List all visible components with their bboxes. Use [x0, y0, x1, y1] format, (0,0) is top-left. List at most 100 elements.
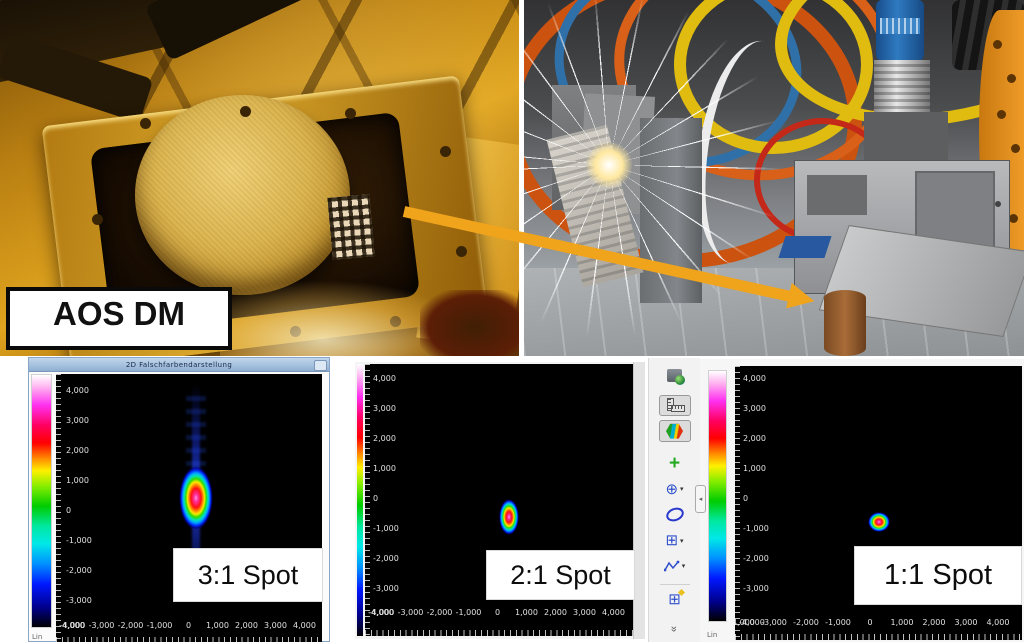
y-axis-min-label: -4,000: [739, 618, 765, 627]
beam-profile-canvas-3to1[interactable]: 4,000 3,000 2,000 1,000 0 -1,000 -2,000 -3,000 …: [56, 374, 322, 642]
toolbar-button-profile[interactable]: ▾: [659, 555, 691, 577]
toolbar-separator: [659, 584, 690, 585]
x-tick-label: 4,000: [293, 621, 316, 630]
toolbar-button-measure[interactable]: [658, 394, 691, 417]
toolbar-button-more[interactable]: «: [659, 618, 691, 640]
blue-wedge: [778, 236, 832, 258]
x-tick-label: 1,000: [890, 618, 914, 627]
toolbar-button-grid[interactable]: ⊞ ▾: [659, 530, 691, 552]
x-tick-label: -3,000: [397, 608, 424, 617]
spot-ratio-label: 1:1 Spot: [855, 547, 1021, 604]
chrome-cylinder: [874, 60, 930, 116]
y-tick-label: 0: [743, 494, 749, 503]
window-close-button[interactable]: [314, 360, 327, 371]
colorbar: [709, 371, 726, 621]
x-tick-label: -2,000: [117, 621, 144, 630]
x-tick-label: 1,000: [515, 608, 538, 617]
dropdown-arrow-icon: ▾: [681, 563, 686, 571]
x-tick-label: 0: [494, 608, 501, 617]
y-axis-min-label: -4,000: [368, 608, 394, 617]
toolbar-button-ellipse[interactable]: [659, 504, 691, 526]
x-tick-label: 1,000: [206, 621, 229, 630]
y-tick-label: 1,000: [373, 464, 396, 473]
window-title: 2D Falschfarbendarstellung: [125, 360, 233, 369]
toolbar-button-results-grid[interactable]: ⊞: [659, 589, 691, 611]
x-tick-label: -2,000: [793, 618, 819, 627]
x-axis-ticks: [365, 630, 633, 636]
toolbar-button-add[interactable]: +: [659, 453, 691, 475]
x-tick-label: 2,000: [235, 621, 258, 630]
photo-deformable-mirror: [0, 0, 519, 356]
spot-window-1to1: Lin 4,000 3,000 2,000 1,000 0 -1,000 -2,000 -3,…: [700, 359, 1024, 642]
laser-flash: [584, 142, 634, 188]
colorbar-scale-label: Lin: [707, 631, 718, 639]
y-tick-label: -2,000: [743, 554, 769, 563]
x-tick-label: -4,000: [368, 608, 395, 617]
panel-collapse-handle[interactable]: ◂: [695, 485, 706, 513]
beam-spot-2to1: [499, 499, 519, 535]
collapse-left-icon: ◂: [698, 496, 703, 503]
y-tick-label: 4,000: [66, 386, 89, 395]
x-tick-label: 3,000: [264, 621, 287, 630]
y-tick-label: 0: [66, 506, 72, 515]
dm-caption-text: AOS DM: [53, 294, 185, 332]
y-tick-label: 3,000: [66, 416, 89, 425]
assembly-slot: [807, 175, 867, 215]
x-tick-label: 0: [867, 618, 873, 627]
spot-ratio-text: 2:1 Spot: [510, 559, 611, 590]
y-tick-label: 2,000: [743, 434, 766, 443]
more-tools-chevrons-icon: «: [668, 626, 681, 633]
y-axis-min-label: -4,000: [59, 621, 85, 630]
y-tick-label: -1,000: [373, 524, 399, 533]
spot-ratio-label: 2:1 Spot: [487, 551, 634, 599]
x-tick-label: 4,000: [602, 608, 625, 617]
y-tick-label: -3,000: [373, 584, 399, 593]
x-tick-label: -2,000: [426, 608, 453, 617]
ribbon-connector: [327, 194, 375, 260]
toolbar-button-crosshair[interactable]: ⊕ ▾: [659, 479, 691, 501]
x-tick-label: 2,000: [922, 618, 946, 627]
x-tick-label: 3,000: [573, 608, 596, 617]
crosshair-tool-icon: ⊕: [665, 480, 679, 498]
y-axis-labels: 4,000 3,000 2,000 1,000 0 -1,000 -2,000 -3,000: [373, 364, 399, 604]
toolbar-button-false-color[interactable]: [658, 420, 691, 442]
colorbar: [32, 375, 51, 627]
panel-edge: [633, 362, 645, 639]
x-tick-label: 0: [185, 621, 192, 630]
shadow-area: [420, 290, 519, 356]
toolbar-button-export[interactable]: [659, 365, 691, 387]
y-tick-label: 1,000: [66, 476, 89, 485]
spot-ratio-text: 3:1 Spot: [197, 559, 299, 590]
spot-window-2to1: 4,000 3,000 2,000 1,000 0 -1,000 -2,000 -3,000 …: [355, 362, 645, 639]
x-tick-label: 3,000: [954, 618, 978, 627]
steel-block: [864, 112, 948, 164]
x-tick-label: -1,000: [146, 621, 173, 630]
y-axis-ticks: [365, 364, 370, 636]
measure-ruler-icon: [666, 398, 685, 413]
beam-spot-3to1: [179, 466, 213, 530]
x-tick-label: -3,000: [761, 618, 787, 627]
y-tick-label: 2,000: [66, 446, 89, 455]
add-plus-icon: +: [668, 452, 681, 474]
spot-window-3to1: 2D Falschfarbendarstellung Lin 4,000 3,00…: [28, 357, 330, 642]
spot-ratio-text: 1:1 Spot: [883, 559, 993, 591]
deformable-mirror: [135, 95, 350, 295]
y-tick-label: -3,000: [743, 584, 769, 593]
x-axis-labels: -4,000-3,000-2,000-1,00001,0002,0003,000…: [735, 618, 1014, 627]
grid-tool-icon: ⊞: [665, 532, 679, 550]
y-tick-label: -3,000: [66, 596, 92, 605]
beam-spot-1to1: [868, 512, 890, 532]
window-titlebar[interactable]: 2D Falschfarbendarstellung: [29, 358, 329, 372]
results-grid-icon: ⊞: [668, 591, 681, 609]
y-tick-label: -2,000: [373, 554, 399, 563]
dropdown-arrow-icon: ▾: [680, 486, 684, 494]
y-tick-label: 3,000: [743, 404, 766, 413]
copper-cylinder: [824, 290, 866, 356]
y-axis-labels: 4,000 3,000 2,000 1,000 0 -1,000 -2,000 -3,000: [66, 376, 92, 616]
y-tick-label: 2,000: [373, 434, 396, 443]
profile-polyline-icon: [663, 560, 680, 572]
screw-holes: [140, 118, 151, 129]
